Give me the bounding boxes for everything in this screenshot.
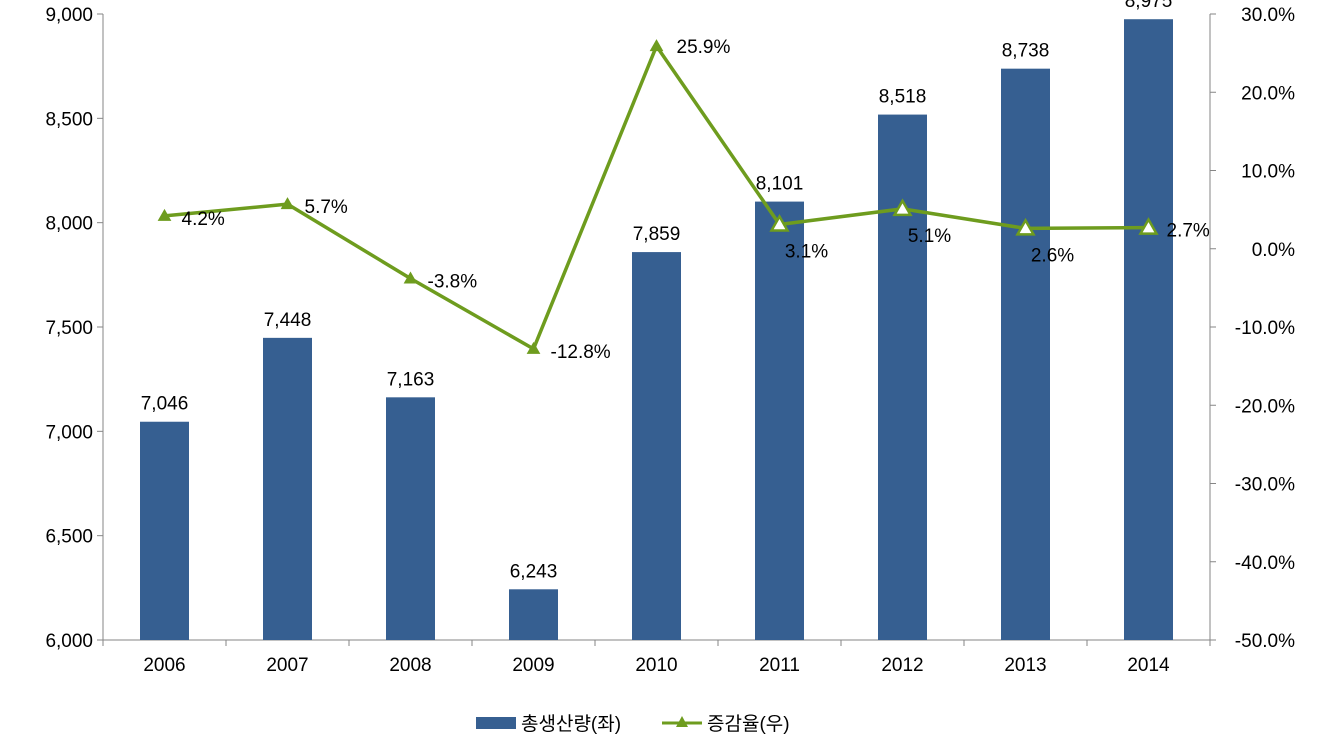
left-axis-tick-label: 8,500 bbox=[45, 109, 93, 130]
line-series bbox=[157, 39, 1159, 354]
bar bbox=[878, 114, 927, 640]
bar bbox=[1124, 19, 1173, 640]
left-axis-tick-label: 6,500 bbox=[45, 527, 93, 548]
legend-marker-triangle bbox=[676, 716, 688, 727]
bar-data-label: 7,046 bbox=[141, 394, 189, 415]
line-data-label: -12.8% bbox=[551, 342, 611, 363]
right-axis-tick-label: -10.0% bbox=[1235, 318, 1295, 339]
bar bbox=[632, 252, 681, 640]
line-marker bbox=[403, 271, 418, 284]
right-axis-tick-label: 20.0% bbox=[1241, 83, 1295, 104]
line-data-label: 5.7% bbox=[305, 197, 348, 218]
bar-data-labels: 7,046 7,448 7,163 6,243 7,859 8,101 8,518 8,738… bbox=[141, 0, 1173, 582]
bar bbox=[386, 397, 435, 640]
axes-group: 6,000 6,500 7,000 7,500 8,000 8,500 9,000 -50.0… bbox=[45, 5, 1295, 676]
right-axis-tick-label: 0.0% bbox=[1252, 240, 1295, 261]
line-marker bbox=[1138, 217, 1159, 235]
line-data-labels: 4.2% 5.7% -3.8% -12.8% 25.9% 3.1% 5.1% 2.6% 2.7% bbox=[182, 37, 1210, 363]
line-data-label: 3.1% bbox=[785, 241, 828, 262]
legend-label-bar: 총생산량(좌) bbox=[521, 713, 621, 735]
line-marker bbox=[769, 213, 790, 232]
legend-label-line: 증감율(우) bbox=[707, 713, 790, 735]
line-marker bbox=[280, 197, 295, 210]
line-data-label: 2.7% bbox=[1167, 221, 1210, 242]
x-axis-tick-label: 2009 bbox=[512, 655, 554, 676]
right-axis-tick-label: -50.0% bbox=[1235, 631, 1295, 652]
x-axis-tick-label: 2007 bbox=[266, 655, 308, 676]
legend: 총생산량(좌) 증감율(우) bbox=[476, 713, 790, 735]
left-axis-tick-label: 7,000 bbox=[45, 422, 93, 443]
bar-data-label: 7,859 bbox=[633, 224, 681, 245]
line-marker bbox=[649, 39, 664, 52]
x-axis-tick-label: 2011 bbox=[759, 655, 800, 676]
bar bbox=[509, 589, 558, 640]
bar-data-label: 8,518 bbox=[879, 87, 927, 108]
bar bbox=[263, 337, 312, 640]
bar-data-label: 8,738 bbox=[1002, 41, 1050, 62]
right-axis-tick-label: 10.0% bbox=[1241, 162, 1295, 183]
left-axis-tick-label: 9,000 bbox=[45, 5, 93, 26]
x-axis-tick-label: 2012 bbox=[881, 655, 923, 676]
line-data-label: 4.2% bbox=[182, 209, 225, 230]
line-data-label: 25.9% bbox=[677, 37, 731, 58]
right-axis-tick-label: -40.0% bbox=[1235, 553, 1295, 574]
bar-data-label: 6,243 bbox=[510, 561, 558, 582]
legend-swatch-bar bbox=[476, 717, 516, 729]
x-axis-tick-label: 2010 bbox=[635, 655, 677, 676]
line-marker bbox=[892, 198, 913, 217]
x-axis-tick-label: 2013 bbox=[1004, 655, 1046, 676]
line-data-label: 2.6% bbox=[1031, 245, 1074, 266]
right-axis-tick-label: 30.0% bbox=[1241, 5, 1295, 26]
bar-data-label: 7,163 bbox=[387, 369, 435, 390]
line-data-label: 5.1% bbox=[908, 226, 951, 247]
left-axis-tick-label: 6,000 bbox=[45, 631, 93, 652]
bar bbox=[140, 421, 189, 640]
bar-data-label: 8,975 bbox=[1125, 0, 1173, 12]
left-axis-tick-label: 7,500 bbox=[45, 318, 93, 339]
line-marker bbox=[1015, 217, 1036, 236]
bar-series bbox=[140, 19, 1173, 641]
x-axis-tick-label: 2008 bbox=[389, 655, 431, 676]
bar-data-label: 8,101 bbox=[756, 174, 804, 195]
x-axis-tick-label: 2014 bbox=[1127, 655, 1170, 676]
line-marker bbox=[526, 341, 541, 354]
bar bbox=[755, 201, 804, 640]
line-data-label: -3.8% bbox=[428, 271, 478, 292]
bar-data-label: 7,448 bbox=[264, 310, 312, 331]
bar bbox=[1001, 68, 1050, 641]
right-axis-tick-label: -20.0% bbox=[1235, 396, 1295, 417]
x-axis-tick-label: 2006 bbox=[143, 655, 185, 676]
left-axis-tick-label: 8,000 bbox=[45, 214, 93, 235]
line-marker bbox=[157, 208, 172, 221]
right-axis-tick-label: -30.0% bbox=[1235, 475, 1295, 496]
